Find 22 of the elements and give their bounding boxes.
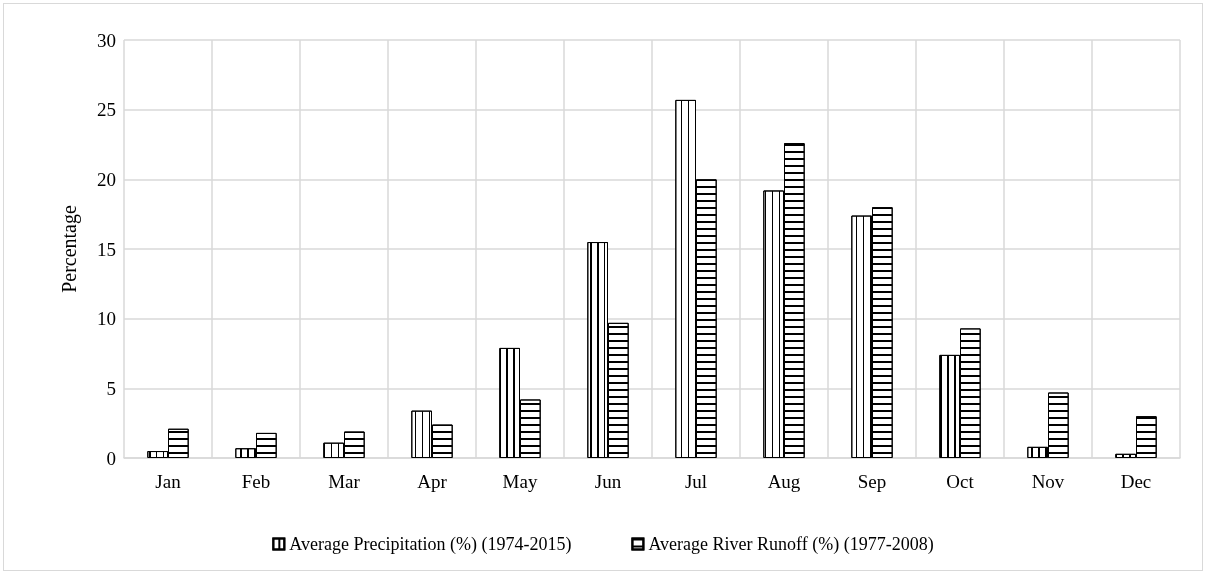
x-tick-label: May xyxy=(502,471,538,492)
x-tick-label: Sep xyxy=(857,471,887,492)
legend-label: Average River Runoff (%) (1977-2008) xyxy=(648,534,934,555)
x-tick-label: Mar xyxy=(328,471,361,492)
x-tick-label: Jan xyxy=(155,471,182,492)
x-tick-label: Jun xyxy=(594,471,622,492)
x-tick-label: Dec xyxy=(1120,471,1152,492)
y-tick-label: 20 xyxy=(97,168,116,190)
x-tick-label: Oct xyxy=(946,471,975,492)
legend-label: Average Precipitation (%) (1974-2015) xyxy=(289,534,572,555)
y-tick-label: 15 xyxy=(97,238,116,260)
y-axis-title: Percentage xyxy=(58,205,81,293)
x-tick-label: Apr xyxy=(417,471,448,492)
x-tick-label: Feb xyxy=(241,471,271,492)
x-tick-label: Aug xyxy=(767,471,801,492)
x-tick-label: Jul xyxy=(684,471,708,492)
y-tick-label: 30 xyxy=(97,29,116,51)
y-tick-label: 25 xyxy=(97,99,116,121)
y-tick-label: 10 xyxy=(97,308,116,330)
x-tick-label: Nov xyxy=(1031,471,1065,492)
y-tick-label: 5 xyxy=(106,377,116,399)
y-tick-label: 0 xyxy=(106,447,116,469)
